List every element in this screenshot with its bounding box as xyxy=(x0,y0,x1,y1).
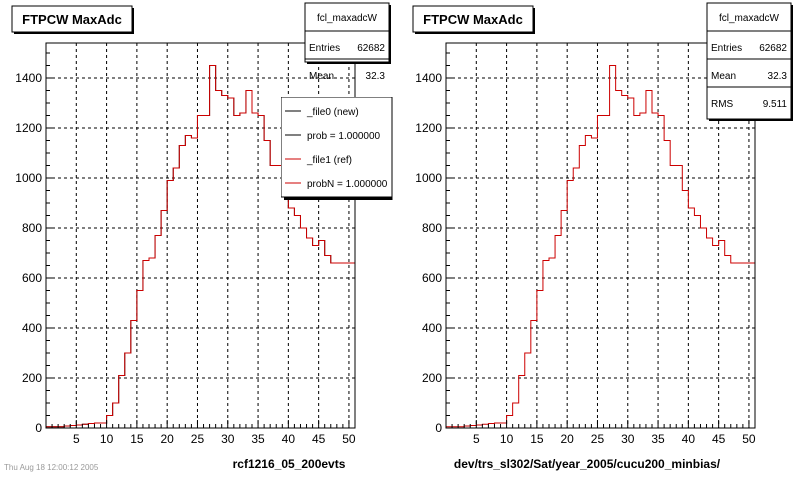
x-axis: 5 10 15 20 25 30 35 40 45 50 xyxy=(45,420,356,446)
x-tick-label: 20 xyxy=(160,432,174,446)
y-tick-label: 200 xyxy=(422,371,442,385)
y-tick-label: 1200 xyxy=(415,121,442,135)
stats-box: fcl_maxadcW Entries 62682 Mean 32.3 RMS 9.511 xyxy=(706,2,793,121)
histogram-pad-2: 5 10 15 20 25 30 35 40 45 50 0 200 400 600 800 1000 1200… xyxy=(412,2,793,471)
legend-label: prob = 1.000000 xyxy=(307,131,381,142)
y-axis: 0 200 400 600 800 1000 1200 1400 xyxy=(415,52,454,435)
x-tick-label: 50 xyxy=(342,432,356,446)
x-tick-label: 5 xyxy=(473,432,480,446)
histogram-line xyxy=(46,65,355,428)
stats-box: fcl_maxadcW Entries 62682 Mean 32.3 xyxy=(304,2,391,82)
footer-timestamp: Thu Aug 18 12:00:12 2005 xyxy=(4,463,99,472)
stats-key: RMS xyxy=(711,99,734,110)
grid xyxy=(446,43,755,428)
stats-value: 62682 xyxy=(759,43,787,54)
stats-value: 32.3 xyxy=(768,71,788,82)
y-tick-label: 0 xyxy=(435,421,442,435)
y-tick-label: 1000 xyxy=(15,171,42,185)
x-tick-label: 40 xyxy=(682,432,696,446)
x-axis-label: dev/trs_sl302/Sat/year_2005/cucu200_minb… xyxy=(454,457,721,471)
stats-frame xyxy=(706,2,792,120)
legend-label: probN = 1.000000 xyxy=(307,179,388,190)
stats-key: Mean xyxy=(309,71,334,82)
x-tick-label: 40 xyxy=(282,432,296,446)
y-tick-label: 600 xyxy=(422,271,442,285)
x-tick-label: 30 xyxy=(621,432,635,446)
axes-frame xyxy=(445,42,756,429)
series-2 xyxy=(46,65,355,428)
x-tick-label: 15 xyxy=(530,432,544,446)
y-tick-label: 1000 xyxy=(415,171,442,185)
x-axis: 5 10 15 20 25 30 35 40 45 50 xyxy=(445,420,756,446)
stats-value: 32.3 xyxy=(366,71,386,82)
y-tick-label: 600 xyxy=(22,271,42,285)
chart-title: FTPCW MaxAdc xyxy=(423,12,523,27)
stats-name: fcl_maxadcW xyxy=(719,13,780,24)
y-tick-label: 1200 xyxy=(15,121,42,135)
legend: _file0 (new) prob = 1.000000 _file1 (ref) p… xyxy=(281,97,393,200)
x-tick-label: 50 xyxy=(742,432,756,446)
histogram-line xyxy=(446,65,755,428)
y-tick-label: 400 xyxy=(422,321,442,335)
y-tick-label: 400 xyxy=(22,321,42,335)
x-tick-label: 25 xyxy=(191,432,205,446)
title-frame xyxy=(11,5,133,33)
y-tick-label: 1400 xyxy=(15,71,42,85)
chart-title-box: FTPCW MaxAdc xyxy=(412,5,535,34)
histogram-pad-1: 5 10 15 20 25 30 35 40 45 50 0 200 400 600 800 1000 1200… xyxy=(11,2,393,471)
x-tick-label: 10 xyxy=(500,432,514,446)
stats-name: fcl_maxadcW xyxy=(317,13,378,24)
axes-frame xyxy=(45,42,356,429)
title-frame xyxy=(412,5,534,33)
y-tick-label: 1400 xyxy=(415,71,442,85)
x-axis-label: rcf1216_05_200evts xyxy=(233,457,346,471)
stats-key: Entries xyxy=(711,43,742,54)
chart-title-box: FTPCW MaxAdc xyxy=(11,5,134,34)
stats-frame xyxy=(304,2,390,63)
y-tick-label: 0 xyxy=(35,421,42,435)
plot-area xyxy=(446,43,755,428)
y-tick-label: 200 xyxy=(22,371,42,385)
x-tick-label: 15 xyxy=(130,432,144,446)
x-tick-label: 25 xyxy=(591,432,605,446)
x-tick-label: 30 xyxy=(221,432,235,446)
x-tick-label: 45 xyxy=(312,432,326,446)
chart-title: FTPCW MaxAdc xyxy=(22,12,122,27)
stats-key: Mean xyxy=(711,71,736,82)
stats-key: Entries xyxy=(309,43,340,54)
stats-value: 62682 xyxy=(357,43,385,54)
x-tick-label: 20 xyxy=(560,432,574,446)
y-tick-label: 800 xyxy=(422,221,442,235)
x-tick-label: 35 xyxy=(651,432,665,446)
legend-label: _file0 (new) xyxy=(306,107,359,118)
y-axis: 0 200 400 600 800 1000 1200 1400 xyxy=(15,52,54,435)
x-tick-label: 5 xyxy=(73,432,80,446)
x-tick-label: 45 xyxy=(712,432,726,446)
y-tick-label: 800 xyxy=(22,221,42,235)
x-tick-label: 10 xyxy=(100,432,114,446)
legend-frame xyxy=(281,97,392,198)
legend-label: _file1 (ref) xyxy=(306,155,352,166)
x-tick-label: 35 xyxy=(251,432,265,446)
grid xyxy=(46,43,355,428)
series-1 xyxy=(446,65,755,428)
stats-value: 9.511 xyxy=(763,99,788,110)
